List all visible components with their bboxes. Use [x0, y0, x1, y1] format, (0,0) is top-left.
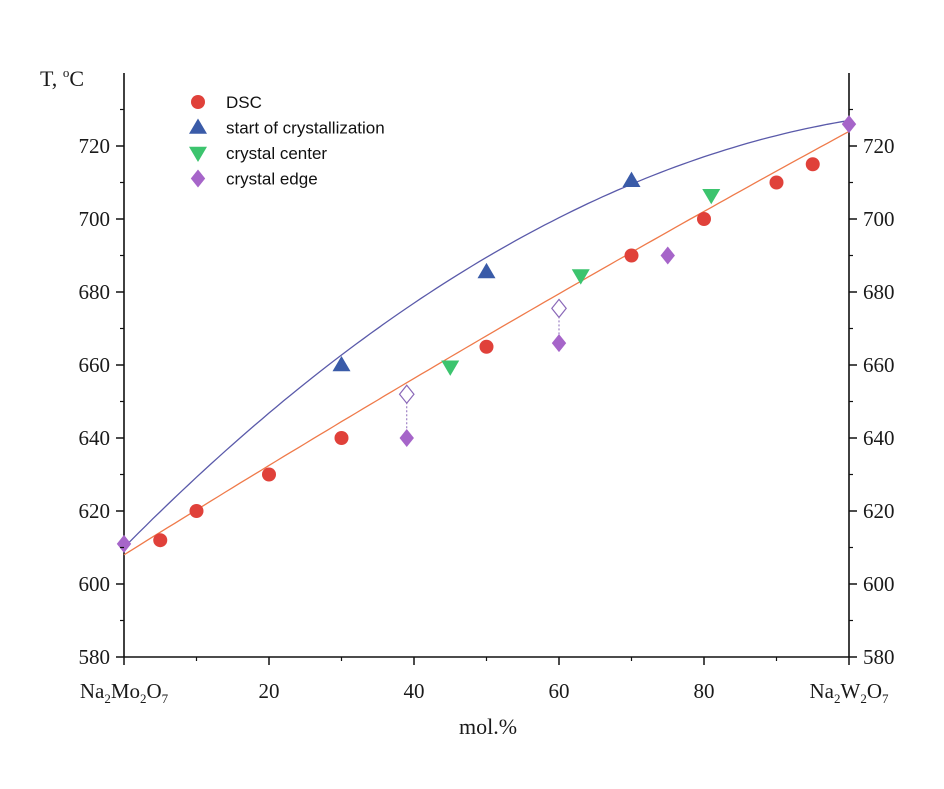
- x-tick-label: 80: [694, 679, 715, 703]
- point-dsc: [334, 431, 349, 445]
- y-tick-label-right: 620: [863, 499, 895, 523]
- x-tick-label-subscript: 2: [834, 691, 841, 706]
- data-points: [116, 115, 857, 553]
- y-tick-label-left: 680: [79, 280, 111, 304]
- x-tick-label-subscript: 2: [860, 691, 867, 706]
- y-axis-title: T, oC: [40, 65, 84, 91]
- y-tick-label-left: 660: [79, 353, 111, 377]
- x-tick-label: Na2W2O7: [810, 679, 890, 706]
- legend-label-crystal-center: crystal center: [226, 144, 327, 163]
- x-tick-label-part: Na: [810, 679, 835, 703]
- x-tick-label-subscript: 2: [104, 691, 111, 706]
- y-axis-title-unit: C: [69, 66, 84, 91]
- legend-marker-crystal-edge: [190, 169, 206, 188]
- y-tick-label-right: 720: [863, 134, 895, 158]
- liquidus-fit-line: [123, 119, 850, 548]
- point-dsc: [262, 467, 276, 482]
- fit-curves: [123, 119, 850, 556]
- point-start-of-crystallization: [477, 262, 496, 279]
- y-tick-label-right: 700: [863, 207, 895, 231]
- point-dsc: [153, 533, 168, 548]
- legend-marker-dsc: [191, 95, 205, 109]
- axis-ticks: 580 580 600 600 620 620 640 640 660 660 680 680 700 7…: [79, 108, 895, 706]
- y-tick-label-left: 700: [79, 207, 111, 231]
- legend-label-crystal-edge: crystal edge: [226, 170, 318, 189]
- legend-label-start-of-crystallization: start of crystallization: [226, 119, 385, 138]
- point-crystal-center: [441, 360, 460, 376]
- open-diamond-marker: [551, 298, 567, 319]
- y-tick-label-left: 640: [79, 426, 111, 450]
- x-tick-label-part: W: [841, 679, 861, 703]
- solidus-fit-line: [123, 130, 850, 556]
- y-tick-label-left: 580: [79, 645, 111, 669]
- x-tick-label-part: Na: [80, 679, 105, 703]
- x-tick-label-subscript: 7: [882, 691, 889, 706]
- y-tick-label-right: 580: [863, 645, 895, 669]
- x-tick-label-part: Mo: [111, 679, 140, 703]
- y-tick-label-right: 640: [863, 426, 895, 450]
- y-tick-label-right: 660: [863, 353, 895, 377]
- y-tick-label-left: 600: [79, 572, 111, 596]
- y-tick-label-left: 720: [79, 134, 111, 158]
- legend: DSC start of crystallization crystal cente…: [189, 93, 385, 189]
- y-tick-label-left: 620: [79, 499, 111, 523]
- x-tick-label: 40: [404, 679, 425, 703]
- point-dsc: [697, 212, 711, 226]
- x-tick-label-part: O: [147, 679, 162, 703]
- x-tick-label: 20: [259, 679, 280, 703]
- x-axis-title: mol.%: [459, 714, 517, 739]
- point-dsc: [624, 248, 639, 263]
- point-crystal-edge: [841, 115, 857, 134]
- point-crystal-center: [702, 188, 721, 205]
- point-dsc: [805, 157, 820, 172]
- y-tick-label-right: 680: [863, 280, 895, 304]
- point-dsc: [479, 339, 494, 354]
- open-markers-group: [398, 298, 567, 438]
- x-tick-label-subscript: 7: [162, 691, 169, 706]
- point-crystal-center: [571, 269, 590, 285]
- x-tick-label-part: O: [867, 679, 882, 703]
- point-crystal-edge: [399, 429, 414, 447]
- point-dsc: [769, 175, 784, 190]
- point-start-of-crystallization: [332, 356, 351, 372]
- open-diamond-marker: [398, 384, 415, 405]
- point-dsc: [189, 504, 204, 518]
- x-tick-label: 60: [549, 679, 570, 703]
- x-tick-label: Na2Mo2O7: [80, 679, 169, 706]
- x-tick-label-subscript: 2: [140, 691, 147, 706]
- point-crystal-edge: [551, 334, 567, 353]
- y-axis-title-main: T,: [40, 66, 63, 91]
- y-tick-label-right: 600: [863, 572, 895, 596]
- legend-marker-crystal-center: [189, 146, 207, 162]
- point-start-of-crystallization: [622, 171, 641, 187]
- legend-marker-start-of-crystallization: [189, 118, 207, 134]
- legend-label-dsc: DSC: [226, 93, 262, 112]
- point-crystal-edge: [116, 534, 132, 553]
- point-crystal-edge: [660, 246, 675, 265]
- y-axis-title-degree: o: [63, 65, 70, 80]
